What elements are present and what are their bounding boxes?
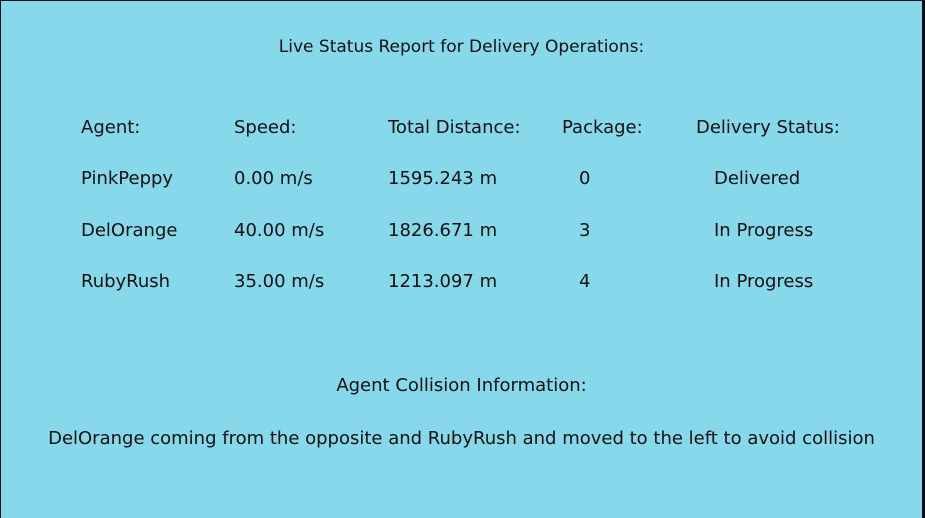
header-speed: Speed:	[234, 117, 297, 138]
collision-title: Agent Collision Information:	[336, 375, 587, 396]
agent-package: 0	[579, 168, 591, 189]
agent-status: In Progress	[714, 271, 814, 292]
header-delivery-status: Delivery Status:	[696, 117, 840, 138]
header-total-distance: Total Distance:	[388, 117, 521, 138]
agent-name: DelOrange	[81, 220, 178, 241]
agent-name: RubyRush	[81, 271, 171, 292]
agent-speed: 40.00 m/s	[234, 220, 325, 241]
agent-package: 4	[579, 271, 591, 292]
collision-message: DelOrange coming from the opposite and R…	[48, 428, 875, 449]
agent-distance: 1595.243 m	[388, 168, 498, 189]
report-title: Live Status Report for Delivery Operatio…	[278, 37, 645, 57]
header-agent: Agent:	[81, 117, 141, 138]
agent-package: 3	[579, 220, 591, 241]
agent-name: PinkPeppy	[81, 168, 174, 189]
agent-speed: 35.00 m/s	[234, 271, 325, 292]
agent-distance: 1826.671 m	[388, 220, 498, 241]
agent-status: Delivered	[714, 168, 801, 189]
agent-speed: 0.00 m/s	[234, 168, 313, 189]
agent-status: In Progress	[714, 220, 814, 241]
header-package: Package:	[562, 117, 643, 138]
agent-distance: 1213.097 m	[388, 271, 498, 292]
